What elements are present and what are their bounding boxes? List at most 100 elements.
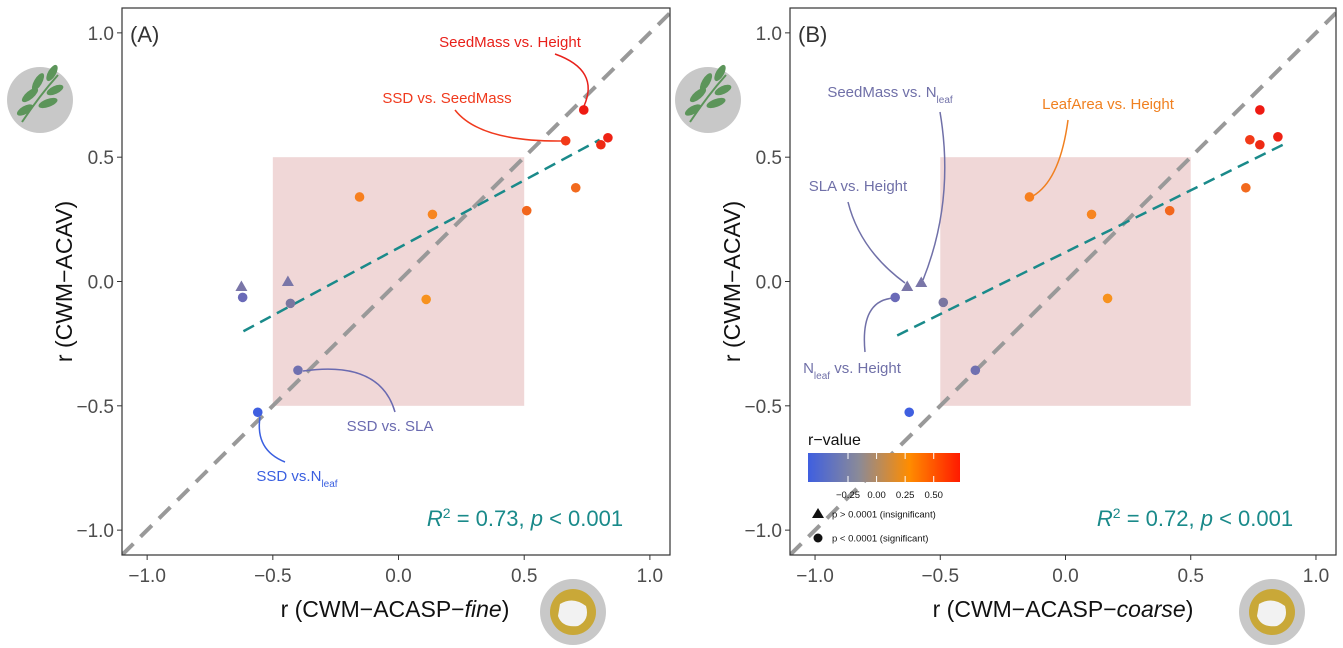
- y-tick-label: −1.0: [76, 521, 114, 542]
- x-tick-label: 0.0: [385, 566, 411, 587]
- point: [235, 280, 248, 291]
- leaf-icon: [7, 64, 73, 133]
- point: [578, 105, 589, 115]
- annotation-label: SSD vs.Nleaf: [256, 468, 337, 490]
- x-tick-label: −1.0: [128, 566, 166, 587]
- y-axis-label: r (CWM−ACAV): [719, 201, 745, 362]
- panel: SeedMass vs. Height SSD vs. SeedMass SSD v…: [51, 7, 671, 622]
- stats-part: < 0.001: [1213, 506, 1293, 531]
- point: [1255, 105, 1265, 115]
- annotation-part: SeedMass vs. N: [827, 84, 936, 101]
- point: [915, 276, 928, 287]
- annotation-label: SSD vs. SLA: [347, 418, 434, 435]
- annotation-label: SeedMass vs. Nleaf: [827, 84, 953, 106]
- colorbar-tick-label: 0.25: [896, 490, 915, 501]
- stats-part: R: [427, 506, 443, 531]
- y-tick-label: −0.5: [744, 397, 782, 418]
- annotation-part: N: [803, 360, 814, 377]
- annotation-part: vs. Height: [830, 360, 902, 377]
- x-tick-label: 0.5: [1178, 566, 1204, 587]
- fit-line: [242, 138, 601, 333]
- colorbar-tick-label: 0.00: [867, 490, 886, 501]
- x-axis-label-part: coarse: [1117, 596, 1186, 622]
- y-tick-label: 1.0: [88, 24, 114, 45]
- x-tick-label: −0.5: [254, 566, 292, 587]
- annotation-part: leaf: [937, 95, 953, 106]
- leaf-icon: [675, 64, 741, 133]
- annotation-arrow: [454, 109, 564, 142]
- point: [1273, 131, 1283, 142]
- x-axis-label-part: r (CWM−ACASP−: [281, 596, 465, 622]
- stats-part: p: [530, 506, 543, 531]
- annotation-arrow: [863, 297, 895, 353]
- x-axis-label: r (CWM−ACASP−fine): [281, 596, 510, 622]
- plot-area: [790, 11, 1336, 555]
- stats-part: R: [1097, 506, 1113, 531]
- point: [293, 365, 303, 376]
- y-tick-label: 0.0: [756, 273, 782, 294]
- annotation-arrow: [922, 111, 946, 281]
- point: [252, 407, 263, 418]
- point: [570, 182, 581, 193]
- y-tick-label: 1.0: [756, 24, 782, 45]
- x-axis-label-part: r (CWM−ACASP−: [933, 596, 1117, 622]
- colorbar-tick-label: −0.25: [836, 490, 860, 501]
- x-axis-label-part: ): [1186, 596, 1194, 622]
- y-tick-label: 0.5: [756, 148, 782, 169]
- point: [1024, 192, 1035, 202]
- x-tick-label: 1.0: [1303, 566, 1329, 587]
- annotation-label: LeafArea vs. Height: [1042, 96, 1175, 113]
- annotation-part: leaf: [321, 479, 337, 490]
- root-icon: [1239, 579, 1305, 645]
- y-tick-label: −0.5: [76, 397, 114, 418]
- annotation-part: SSD vs.N: [256, 468, 321, 485]
- root-icon: [540, 579, 606, 645]
- plot-area: [122, 11, 670, 555]
- x-axis-label: r (CWM−ACASP−coarse): [933, 596, 1194, 622]
- fit-line: [896, 143, 1284, 337]
- annotation-part: LeafArea vs. Height: [1042, 96, 1175, 113]
- x-axis-label-part: fine: [465, 596, 502, 622]
- annotation-part: leaf: [814, 371, 830, 382]
- point: [1086, 209, 1097, 220]
- legend-symbol: [813, 533, 823, 543]
- point: [281, 275, 294, 286]
- annotation-label: Nleaf vs. Height: [803, 360, 902, 382]
- annotation-label: SeedMass vs. Height: [439, 34, 582, 51]
- y-axis-label: r (CWM−ACAV): [51, 201, 77, 362]
- stats-part: = 0.73,: [451, 506, 531, 531]
- point: [970, 365, 981, 376]
- stats-part: < 0.001: [543, 506, 623, 531]
- point: [1245, 134, 1255, 145]
- stats-part: 2: [1113, 505, 1121, 521]
- x-tick-label: −1.0: [796, 566, 834, 587]
- annotation-part: SSD vs. SeedMass: [382, 90, 511, 107]
- point: [521, 205, 532, 216]
- colorbar: [808, 453, 960, 482]
- x-tick-label: −0.5: [922, 566, 960, 587]
- stats-part: 2: [443, 505, 451, 521]
- annotation-arrow: [1032, 119, 1069, 197]
- stats-part: p: [1200, 506, 1213, 531]
- stats-label: R2 = 0.72, p < 0.001: [1097, 505, 1293, 531]
- x-tick-label: 1.0: [637, 566, 663, 587]
- annotation-part: SeedMass vs. Height: [439, 34, 582, 51]
- point: [1255, 139, 1265, 150]
- legend-symbol: [812, 508, 824, 518]
- annotation-arrow: [302, 368, 396, 413]
- annotation-part: SSD vs. SLA: [347, 418, 434, 435]
- annotation-arrow: [847, 201, 906, 284]
- legend-label: p > 0.0001 (insignificant): [832, 510, 936, 521]
- y-tick-label: 0.0: [88, 273, 114, 294]
- point: [603, 132, 613, 143]
- stats-part: = 0.72,: [1121, 506, 1201, 531]
- annotation-part: SLA vs. Height: [809, 178, 908, 195]
- point: [427, 209, 438, 220]
- annotation-arrow: [258, 416, 286, 463]
- x-tick-label: 0.0: [1052, 566, 1078, 587]
- annotation-label: SSD vs. SeedMass: [382, 90, 511, 107]
- point: [1241, 182, 1251, 193]
- legend-title: r−value: [808, 432, 861, 449]
- legend: r−value −0.25 0.00 0.25 0.50 p > 0.0001 (insi…: [808, 432, 960, 545]
